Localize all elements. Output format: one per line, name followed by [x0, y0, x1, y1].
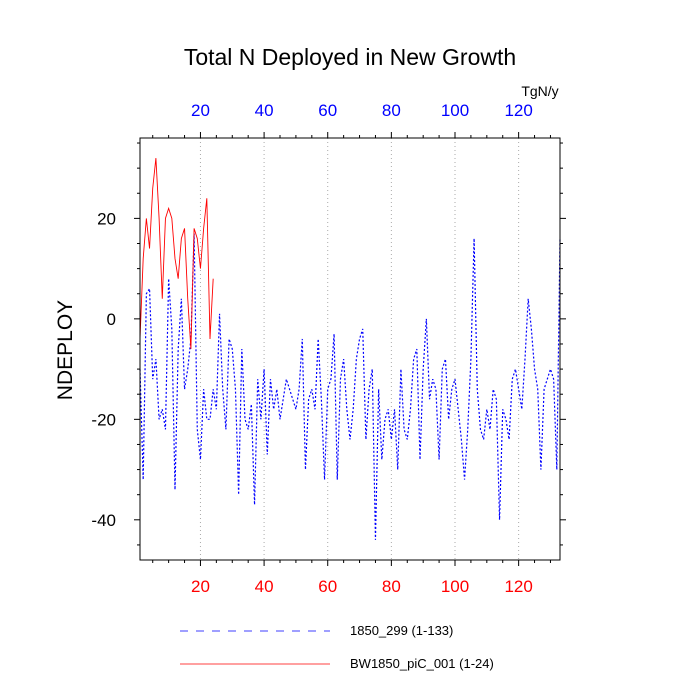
- x-tick-label: 40: [255, 577, 274, 596]
- legend-label-2: BW1850_piC_001 (1-24): [350, 656, 494, 671]
- grid: [199, 138, 520, 560]
- x-top-tick-label: 20: [191, 101, 210, 120]
- units-label: TgN/y: [521, 83, 558, 99]
- x-tick-label: 100: [441, 577, 469, 596]
- chart-title: Total N Deployed in New Growth: [184, 44, 516, 70]
- series-line-2: [139, 158, 214, 350]
- y-tick-label: -20: [91, 410, 116, 429]
- axes: 20 20 40 40 60 60 80 80 100 100 120 120 -40 -20 0 20: [91, 101, 566, 596]
- x-tick-label: 80: [382, 577, 401, 596]
- legend: 1850_299 (1-133) BW1850_piC_001 (1-24): [180, 623, 494, 671]
- x-tick-label: 120: [504, 577, 532, 596]
- legend-label-1: 1850_299 (1-133): [350, 623, 453, 638]
- x-top-tick-label: 100: [441, 101, 469, 120]
- y-tick-label: 20: [97, 209, 116, 228]
- x-top-tick-label: 60: [318, 101, 337, 120]
- x-top-tick-label: 80: [382, 101, 401, 120]
- y-tick-label: -40: [91, 511, 116, 530]
- x-top-tick-label: 120: [504, 101, 532, 120]
- series-line-1: [139, 233, 561, 540]
- plot-frame: [139, 137, 561, 561]
- x-tick-label: 20: [191, 577, 210, 596]
- plot-area: [139, 158, 561, 540]
- x-top-tick-label: 40: [255, 101, 274, 120]
- y-axis-label: NDEPLOY: [54, 300, 77, 400]
- y-tick-label: 0: [107, 310, 116, 329]
- x-tick-label: 60: [318, 577, 337, 596]
